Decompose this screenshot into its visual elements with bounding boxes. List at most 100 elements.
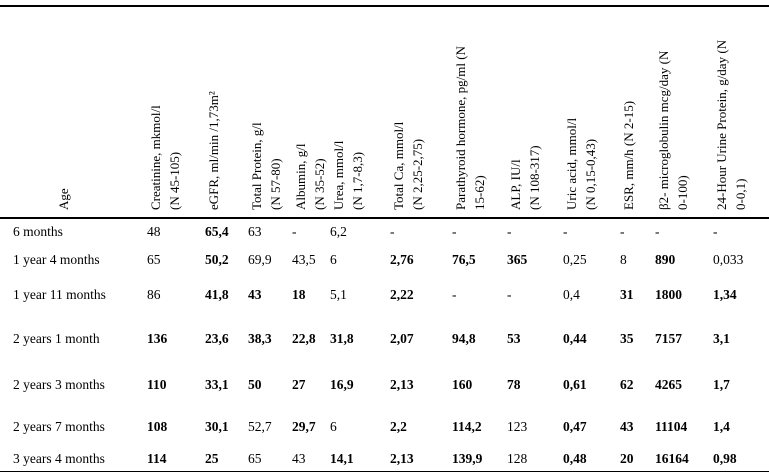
age-cell: 2 years 7 months bbox=[13, 419, 105, 434]
cell-creatinine: 114 bbox=[147, 451, 167, 466]
cell-creatinine: 136 bbox=[147, 331, 168, 346]
cell-alp: 365 bbox=[507, 252, 528, 267]
column-header-label: Age bbox=[56, 188, 71, 210]
cell-urea: 31,8 bbox=[330, 331, 354, 346]
cell-creatinine: 65 bbox=[147, 252, 161, 267]
cell-creatinine: 110 bbox=[147, 377, 167, 392]
table-row: 2 years 7 months 108 30,1 52,7 29,7 6 2,2 114,2… bbox=[0, 407, 769, 447]
column-header-age: Age bbox=[0, 6, 147, 219]
cell-albumin: 27 bbox=[292, 377, 306, 392]
column-header-uric-acid: Uric acid, mmol/l (N 0,15-0,43) bbox=[563, 6, 620, 219]
cell-urine-protein-24h: 1,34 bbox=[713, 287, 737, 302]
cell-egfr: 50,2 bbox=[205, 252, 229, 267]
column-header-creatinine: Creatinine, mkmol/l (N 45-105) bbox=[147, 6, 205, 219]
cell-albumin: - bbox=[292, 224, 297, 239]
cell-urine-protein-24h: 1,7 bbox=[713, 377, 730, 392]
age-cell: 2 years 1 month bbox=[13, 331, 100, 346]
column-header-urea: Urea, mmol/l (N 1,7-8,3) bbox=[330, 6, 390, 219]
cell-albumin: 22,8 bbox=[292, 331, 316, 346]
cell-urea: 16,9 bbox=[330, 377, 354, 392]
cell-b2-microglobulin: 1800 bbox=[655, 287, 682, 302]
cell-creatinine: 86 bbox=[147, 287, 161, 302]
cell-total-ca: 2,13 bbox=[390, 451, 414, 466]
column-header-alp: ALP, IU/l (N 108-317) bbox=[507, 6, 563, 219]
cell-urea: 6 bbox=[330, 419, 337, 434]
table-row: 2 years 3 months 110 33,1 50 27 16,9 2,13 160 78… bbox=[0, 363, 769, 407]
cell-parathyroid-hormone: 94,8 bbox=[452, 331, 476, 346]
cell-egfr: 23,6 bbox=[205, 331, 229, 346]
age-cell: 6 months bbox=[13, 224, 63, 239]
age-cell: 2 years 3 months bbox=[13, 377, 105, 392]
cell-egfr: 25 bbox=[205, 451, 219, 466]
cell-creatinine: 48 bbox=[147, 224, 161, 239]
cell-esr: 31 bbox=[620, 287, 634, 302]
age-cell: 1 year 4 months bbox=[13, 252, 100, 267]
cell-parathyroid-hormone: - bbox=[452, 224, 457, 239]
age-cell: 1 year 11 months bbox=[13, 287, 106, 302]
cell-total-ca: 2,2 bbox=[390, 419, 407, 434]
cell-urea: 14,1 bbox=[330, 451, 354, 466]
cell-total-ca: 2,22 bbox=[390, 287, 414, 302]
column-header-label: β2- microglobulin mcg/day (N 0-100) bbox=[656, 50, 690, 210]
cell-total-protein: 69,9 bbox=[248, 252, 272, 267]
cell-albumin: 43 bbox=[292, 451, 306, 466]
cell-total-ca: 2,13 bbox=[390, 377, 414, 392]
cell-total-ca: 2,07 bbox=[390, 331, 414, 346]
column-header-albumin: Albumin, g/l (N 35-52) bbox=[292, 6, 330, 219]
column-header-label: Albumin, g/l (N 35-52) bbox=[293, 143, 327, 210]
cell-egfr: 65,4 bbox=[205, 224, 229, 239]
cell-albumin: 29,7 bbox=[292, 419, 316, 434]
cell-urine-protein-24h: 1,4 bbox=[713, 419, 730, 434]
cell-b2-microglobulin: 890 bbox=[655, 252, 676, 267]
cell-parathyroid-hormone: 160 bbox=[452, 377, 473, 392]
column-header-label: Creatinine, mkmol/l (N 45-105) bbox=[148, 105, 182, 210]
cell-urine-protein-24h: 0,033 bbox=[713, 252, 744, 267]
cell-alp: 78 bbox=[507, 377, 521, 392]
cell-urea: 6 bbox=[330, 252, 337, 267]
table-body: 6 months 48 65,4 63 - 6,2 - - - - - - - 1 year 4 mont… bbox=[0, 218, 769, 472]
cell-total-ca: 2,76 bbox=[390, 252, 414, 267]
cell-urea: 5,1 bbox=[330, 287, 347, 302]
cell-albumin: 43,5 bbox=[292, 252, 316, 267]
cell-alp: 53 bbox=[507, 331, 521, 346]
column-header-label: ALP, IU/l (N 108-317) bbox=[508, 145, 542, 210]
column-header-b2-microglobulin: β2- microglobulin mcg/day (N 0-100) bbox=[655, 6, 713, 219]
cell-b2-microglobulin: 7157 bbox=[655, 331, 682, 346]
cell-esr: 62 bbox=[620, 377, 634, 392]
header-row: Age Creatinine, mkmol/l (N 45-105) eGFR,… bbox=[0, 6, 769, 219]
table-row: 2 years 1 month 136 23,6 38,3 22,8 31,8 2,07 94… bbox=[0, 315, 769, 363]
column-header-total-protein: Total Protein, g/l (N 57-80) bbox=[248, 6, 292, 219]
column-header-egfr: eGFR, ml/min /1,73m² bbox=[205, 6, 248, 219]
cell-egfr: 33,1 bbox=[205, 377, 229, 392]
table-row: 1 year 11 months 86 41,8 43 18 5,1 2,22 - - 0,4 31… bbox=[0, 275, 769, 315]
cell-alp: 123 bbox=[507, 419, 528, 434]
cell-uric-acid: 0,47 bbox=[563, 419, 587, 434]
column-header-label: Uric acid, mmol/l (N 0,15-0,43) bbox=[564, 117, 598, 210]
column-header-label: Parathyroid hormone, pg/ml (N 15-62) bbox=[453, 46, 487, 210]
cell-total-protein: 63 bbox=[248, 224, 262, 239]
cell-uric-acid: - bbox=[563, 224, 568, 239]
cell-parathyroid-hormone: - bbox=[452, 287, 457, 302]
cell-esr: 35 bbox=[620, 331, 634, 346]
cell-esr: 43 bbox=[620, 419, 634, 434]
cell-egfr: 41,8 bbox=[205, 287, 229, 302]
column-header-urine-protein-24h: 24-Hour Urine Protein, g/day (N 0-0,1) bbox=[713, 6, 769, 219]
table-row: 1 year 4 months 65 50,2 69,9 43,5 6 2,76 76,5 36… bbox=[0, 245, 769, 275]
column-header-parathyroid-hormone: Parathyroid hormone, pg/ml (N 15-62) bbox=[452, 6, 507, 219]
cell-parathyroid-hormone: 114,2 bbox=[452, 419, 482, 434]
cell-creatinine: 108 bbox=[147, 419, 168, 434]
cell-parathyroid-hormone: 76,5 bbox=[452, 252, 476, 267]
column-header-label: Total Ca, mmol/l (N 2,25-2,75) bbox=[391, 121, 425, 210]
cell-b2-microglobulin: 4265 bbox=[655, 377, 682, 392]
cell-total-protein: 50 bbox=[248, 377, 262, 392]
column-header-label: Urea, mmol/l (N 1,7-8,3) bbox=[331, 140, 365, 210]
cell-alp: - bbox=[507, 224, 512, 239]
cell-total-protein: 52,7 bbox=[248, 419, 272, 434]
cell-uric-acid: 0,4 bbox=[563, 287, 580, 302]
cell-uric-acid: 0,44 bbox=[563, 331, 587, 346]
cell-esr: - bbox=[620, 224, 625, 239]
column-header-label: ESR, mm/h (N 2-15) bbox=[621, 100, 636, 210]
cell-uric-acid: 0,61 bbox=[563, 377, 587, 392]
cell-alp: 128 bbox=[507, 451, 528, 466]
